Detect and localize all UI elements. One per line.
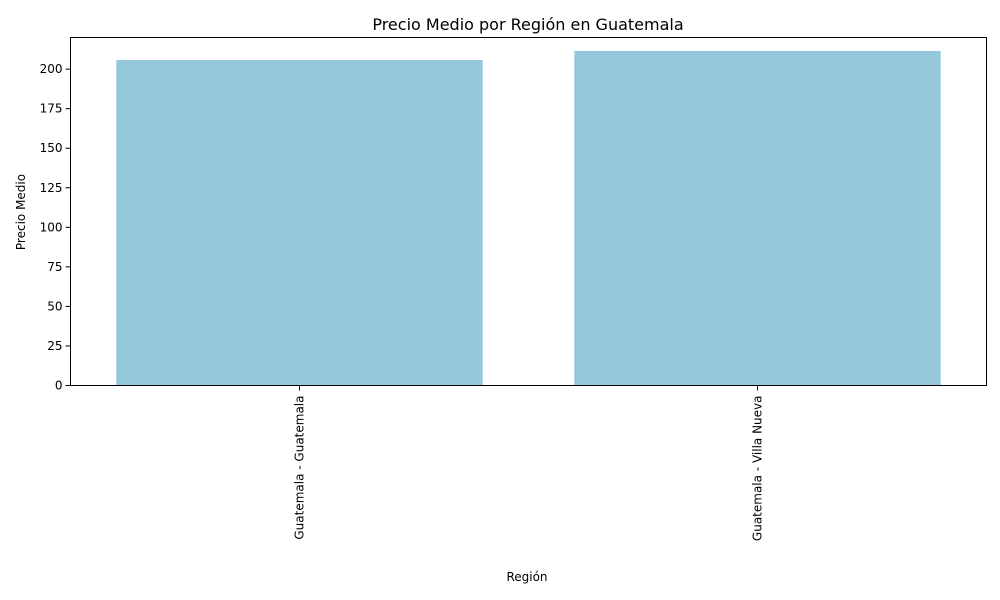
x-tick-label-0: Guatemala - Guatemala (293, 396, 307, 540)
y-tick-label-7: 175 (40, 102, 63, 116)
y-tick-label-4: 100 (40, 220, 63, 234)
bar-1 (574, 50, 941, 386)
x-axis-label: Región (506, 570, 547, 584)
y-tick-label-2: 50 (47, 299, 62, 313)
bar-0 (116, 59, 483, 386)
y-tick-label-0: 0 (55, 379, 63, 393)
y-axis-label: Precio Medio (14, 174, 28, 250)
y-tick-label-3: 75 (47, 260, 62, 274)
y-tick-label-5: 125 (40, 181, 63, 195)
y-axis-ticks: 0 25 50 75 100 125 150 175 200 (40, 62, 71, 393)
y-tick-label-1: 25 (47, 339, 62, 353)
plot-frame (70, 37, 987, 386)
y-tick-label-6: 150 (40, 141, 63, 155)
y-tick-label-8: 200 (40, 62, 63, 76)
bars-group (116, 50, 941, 386)
x-axis-ticks: Guatemala - Guatemala Guatemala - Villa N… (293, 385, 765, 542)
x-tick-label-1: Guatemala - Villa Nueva (751, 396, 765, 542)
chart-title: Precio Medio por Región en Guatemala (372, 15, 683, 34)
